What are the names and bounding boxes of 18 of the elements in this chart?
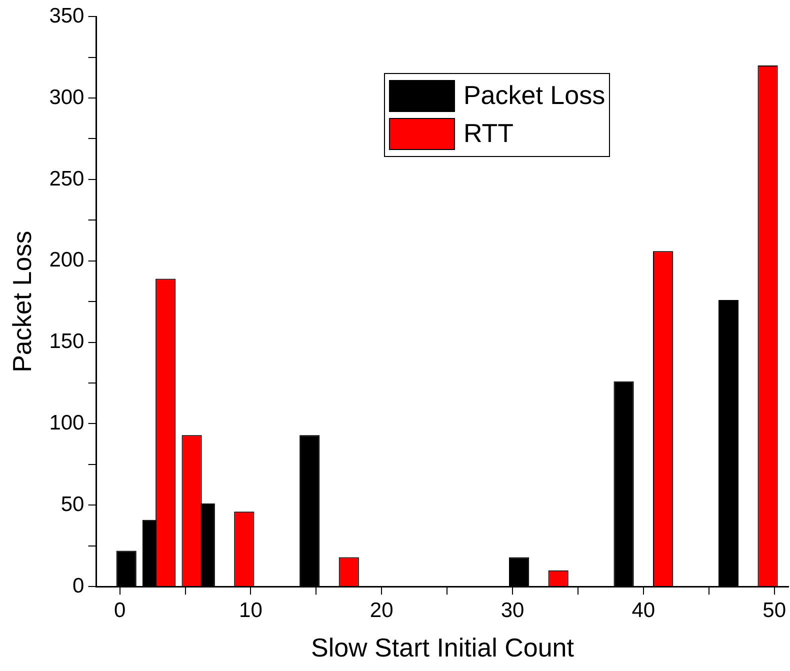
x-tick-label: 50 [762,598,786,622]
x-tick-label: 30 [500,598,524,622]
x-tick-label: 0 [114,598,126,622]
x-tick-label: 20 [370,598,394,622]
y-tick-label: 50 [60,492,84,516]
x-tick-label: 10 [239,598,262,622]
y-tick-label: 100 [49,412,84,435]
legend-label: Packet Loss [463,80,606,112]
x-tick-label: 40 [632,598,656,622]
y-tick-label: 0 [72,574,84,598]
x-axis-title: Slow Start Initial Count [310,632,575,663]
y-tick-label: 250 [49,167,84,190]
y-tick-label: 350 [49,4,84,28]
y-tick-label: 150 [49,330,84,354]
y-tick-label: 200 [49,248,84,272]
legend-label: RTT [463,118,514,150]
y-axis-title: Packet Loss [6,230,37,372]
y-tick-label: 300 [49,86,84,109]
